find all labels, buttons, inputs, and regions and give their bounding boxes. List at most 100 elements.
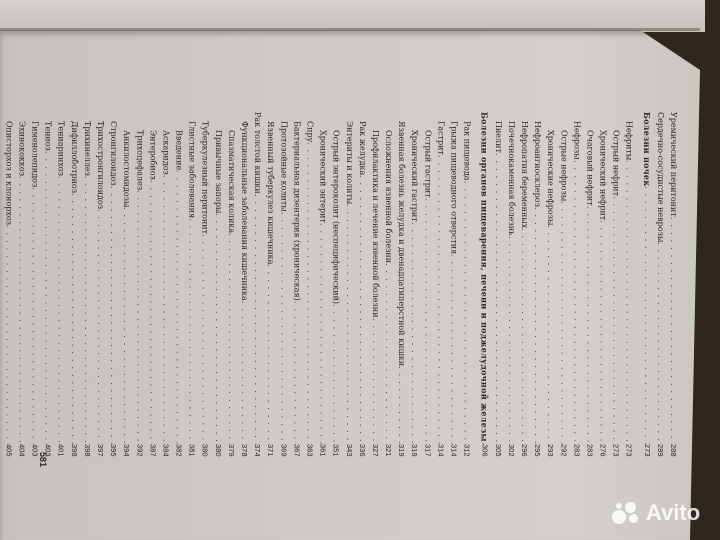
toc-entry-title: Привычные запоры [213,130,223,214]
dot-leader: ........................................… [369,318,382,445]
toc-entry-title: Протозойные колиты [279,121,289,212]
table-of-contents: Уремический перитонит...................… [0,112,680,457]
dot-leader: ........................................… [596,220,609,444]
toc-entry: Тениаринхоз.............................… [55,112,68,457]
watermark-text: Avito [646,500,701,525]
dot-leader: ........................................… [316,223,329,445]
toc-entry-title: Рак пищевода [462,121,472,181]
toc-entry: Трихоцефалез............................… [133,112,146,457]
toc-entry-title: Острые нефрозы [559,130,569,202]
dot-leader: ........................................… [610,196,623,444]
toc-entry: Стронгилоидоз...........................… [107,112,120,457]
toc-entry: Хронические нефрозы.....................… [544,112,557,457]
toc-entry-title: Энтеробиоз [148,130,158,180]
dot-leader: ........................................… [186,218,199,444]
dot-leader: ........................................… [174,170,184,445]
toc-entry-title: Очаговый нефрит [585,130,595,206]
toc-entry: Трихостронгилоидоз......................… [94,112,107,457]
avito-logo-icon [612,500,642,526]
dot-leader: ........................................… [148,179,158,445]
avito-watermark: Avito [612,500,700,526]
toc-entry-title: Сердечно-сосудистые неврозы [655,112,665,243]
dot-leader: ........................................… [82,175,92,445]
dot-leader: ........................................… [531,207,544,445]
dot-leader: ........................................… [624,160,634,445]
toc-entry-title: Трихостронгилоидоз [95,121,105,210]
toc-entry-page: 292 [559,444,569,457]
toc-entry-title: Профилактика и лечение язвенной болезни [370,130,380,318]
dot-leader: ........................................… [343,204,356,444]
toc-entry-page: 296 [519,444,529,457]
dot-leader: ........................................… [120,207,133,444]
toc-entry-title: Грыжа пищеводного отверстия [449,121,459,255]
toc-entry: Профилактика и лечение язвенной болезни.… [369,112,382,457]
toc-entry-page: 404 [17,444,27,457]
dot-leader: ........................................… [17,176,27,445]
toc-entry-page: 403 [30,444,40,457]
toc-entry-title: Болезни почек [641,112,652,187]
dot-leader: ........................................… [212,213,225,444]
toc-section-header: Болезни органов пищеварения, печени и по… [479,112,492,457]
dot-leader: ........................................… [557,201,570,444]
toc-entry-page: 314 [436,444,446,457]
toc-entry: Язвенная болезнь желудка и двенадцатипер… [395,112,408,457]
toc-entry-title: Энтериты и колиты [344,121,354,205]
toc-entry-page: 398 [82,444,92,457]
toc-entry-page: 381 [187,444,197,457]
toc-entry: Острый энтероколит (неспецифический)....… [330,112,343,457]
toc-entry-page: 273 [611,444,621,457]
toc-entry-page: 336 [357,444,367,457]
toc-entry-page: 283 [572,444,582,457]
toc-entry-title: Рак желудка [357,121,367,176]
dot-leader: ........................................… [225,233,238,444]
dot-leader: ........................................… [2,225,15,444]
toc-entry-title: Гименолепидоз [30,121,40,188]
toc-entry-title: Нефропатия беременных [519,121,529,229]
toc-entry-title: Рак толстой кишки [253,112,263,194]
toc-entry: Анкилостомидозы.........................… [120,112,133,457]
dot-leader: ........................................… [30,187,40,445]
dot-leader: ........................................… [382,263,395,444]
toc-entry: Бактериальная дизентерия (хроническая)..… [290,112,303,457]
toc-entry-title: Дифиллоботриоз [69,121,79,194]
toc-entry: Спру....................................… [303,112,316,457]
toc-entry-title: Тениоз [43,121,53,151]
book-page [0,30,700,540]
toc-entry-page: 380 [213,444,223,457]
toc-entry: Дифиллоботриоз..........................… [68,112,81,457]
toc-entry-page: 387 [148,444,158,457]
toc-entry: Глистные заболевания....................… [186,112,199,457]
toc-entry-title: Нефрозы [572,121,582,160]
toc-entry-page: 374 [253,444,263,457]
dot-leader: ........................................… [462,180,472,445]
toc-entry-page: 283 [585,444,595,457]
toc-entry-title: Функциональные заболевания кишечника [240,121,249,301]
dot-leader: ........................................… [109,185,119,445]
dot-leader: ........................................… [330,304,343,444]
toc-section-header: Болезни почек...........................… [641,112,654,457]
toc-entry-page: 319 [410,444,420,457]
toc-entry-title: Хронический энтерит [318,130,328,223]
toc-entry: Энтериты и колиты.......................… [343,112,356,457]
toc-entry-title: Язвенный туберкулез кишечника [266,121,276,265]
dot-leader: ........................................… [447,254,460,444]
dot-leader: ........................................… [161,174,171,445]
toc-entry-title: Туберкулезный перитонит [200,121,210,235]
toc-entry: Хронический нефрит......................… [596,112,609,457]
toc-entry: Язвенный туберкулез кишечника...........… [264,112,277,457]
toc-entry-title: Аскаридоз [161,130,171,175]
dot-leader: ........................................… [544,225,557,444]
previous-page [0,0,705,32]
toc-entry-title: Трихинеллез [82,121,92,176]
toc-entry: Эхинококкоз.............................… [15,112,28,457]
toc-entry-page: 295 [533,444,543,457]
dot-leader: ........................................… [395,366,408,444]
toc-entry-page: 361 [318,444,328,457]
toc-entry: Нефропатия беременных...................… [518,112,531,457]
dot-leader: ........................................… [408,222,421,445]
toc-entry-title: Осложнения язвенной болезни [384,130,394,264]
toc-entry-page: 403 [43,444,53,457]
dot-leader: ........................................… [199,234,212,444]
toc-entry-page: 401 [56,444,66,457]
toc-entry-page: 312 [462,444,472,457]
